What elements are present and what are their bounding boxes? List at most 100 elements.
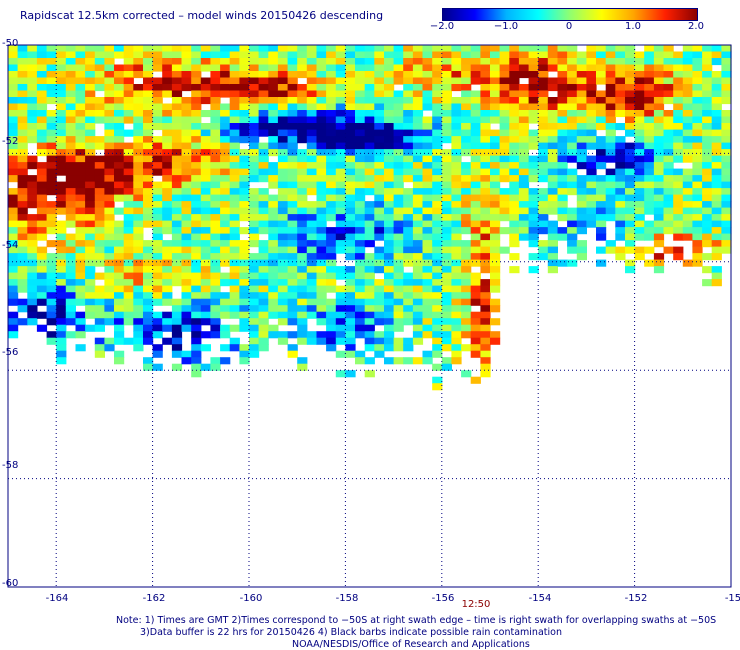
data-cell — [306, 103, 317, 111]
data-cell — [36, 285, 48, 293]
data-cell — [480, 51, 491, 59]
data-cell — [85, 84, 96, 92]
data-cell — [432, 149, 443, 157]
data-cell — [65, 129, 76, 137]
data-cell — [393, 272, 404, 280]
data-cell — [547, 162, 558, 170]
data-cell — [345, 279, 356, 287]
data-cell — [56, 266, 67, 274]
data-cell — [663, 175, 674, 183]
data-cell — [653, 71, 665, 79]
data-cell — [65, 110, 76, 118]
data-cell — [171, 97, 183, 105]
data-cell — [75, 233, 86, 241]
data-cell — [36, 201, 48, 209]
data-cell — [412, 318, 424, 326]
data-cell — [258, 116, 269, 124]
data-cell — [345, 71, 356, 79]
data-cell — [364, 292, 375, 300]
data-cell — [644, 136, 655, 144]
data-cell — [152, 168, 163, 176]
note-line-1: Note: 1) Times are GMT 2)Times correspon… — [116, 615, 717, 626]
data-cell — [210, 272, 221, 280]
data-cell — [422, 58, 433, 66]
data-cell — [36, 110, 48, 118]
data-cell — [239, 350, 250, 358]
data-cell — [27, 259, 38, 267]
data-cell — [200, 272, 211, 280]
data-cell — [673, 233, 684, 241]
data-cell — [46, 188, 57, 196]
data-cell — [355, 311, 366, 319]
data-cell — [8, 194, 19, 202]
data-cell — [133, 123, 144, 131]
data-cell — [8, 64, 19, 72]
data-cell — [277, 162, 289, 170]
data-cell — [249, 279, 260, 287]
data-cell — [191, 233, 202, 241]
data-cell — [615, 123, 626, 131]
data-cell — [596, 188, 607, 196]
data-cell — [181, 233, 192, 241]
data-cell — [191, 259, 202, 267]
data-cell — [557, 123, 568, 131]
data-cell — [220, 279, 231, 287]
data-cell — [249, 90, 260, 98]
data-cell — [557, 194, 568, 202]
data-cell — [596, 142, 607, 150]
data-cell — [210, 240, 221, 248]
data-cell — [94, 292, 105, 300]
data-cell — [306, 136, 317, 144]
data-cell — [335, 181, 346, 189]
data-cell — [229, 292, 240, 300]
data-cell — [547, 51, 558, 59]
data-cell — [432, 233, 443, 241]
data-cell — [538, 77, 549, 85]
data-cell — [277, 298, 289, 306]
data-cell — [682, 103, 693, 111]
data-cell — [702, 90, 713, 98]
data-cell — [490, 220, 501, 228]
data-cell — [152, 220, 163, 228]
data-cell — [702, 188, 713, 196]
data-cell — [171, 84, 183, 92]
data-cell — [200, 45, 211, 53]
data-cell — [374, 149, 385, 157]
data-cell — [306, 129, 317, 137]
data-cell — [422, 51, 433, 59]
data-cell — [114, 181, 125, 189]
data-cell — [673, 168, 684, 176]
data-cell — [200, 240, 211, 248]
data-cell — [528, 155, 539, 163]
data-cell — [220, 129, 231, 137]
data-cell — [162, 201, 173, 209]
data-cell — [364, 214, 375, 222]
data-cell — [567, 240, 578, 248]
data-cell — [104, 344, 115, 352]
data-cell — [152, 194, 163, 202]
data-cell — [277, 188, 289, 196]
data-cell — [114, 318, 125, 326]
data-cell — [229, 58, 240, 66]
data-cell — [461, 331, 472, 339]
data-cell — [625, 142, 636, 150]
data-cell — [306, 97, 317, 105]
data-cell — [586, 181, 597, 189]
data-cell — [268, 64, 279, 72]
data-cell — [432, 51, 443, 59]
data-cell — [451, 337, 462, 345]
data-cell — [94, 227, 105, 235]
data-cell — [422, 227, 433, 235]
data-cell — [711, 45, 722, 53]
data-cell — [326, 162, 337, 170]
data-cell — [229, 136, 240, 144]
data-cell — [470, 97, 481, 105]
data-cell — [702, 116, 713, 124]
data-cell — [673, 220, 684, 228]
data-cell — [596, 233, 607, 241]
data-cell — [143, 240, 154, 248]
data-cell — [345, 97, 356, 105]
data-cell — [663, 207, 674, 215]
data-cell — [85, 162, 96, 170]
data-cell — [557, 84, 568, 92]
